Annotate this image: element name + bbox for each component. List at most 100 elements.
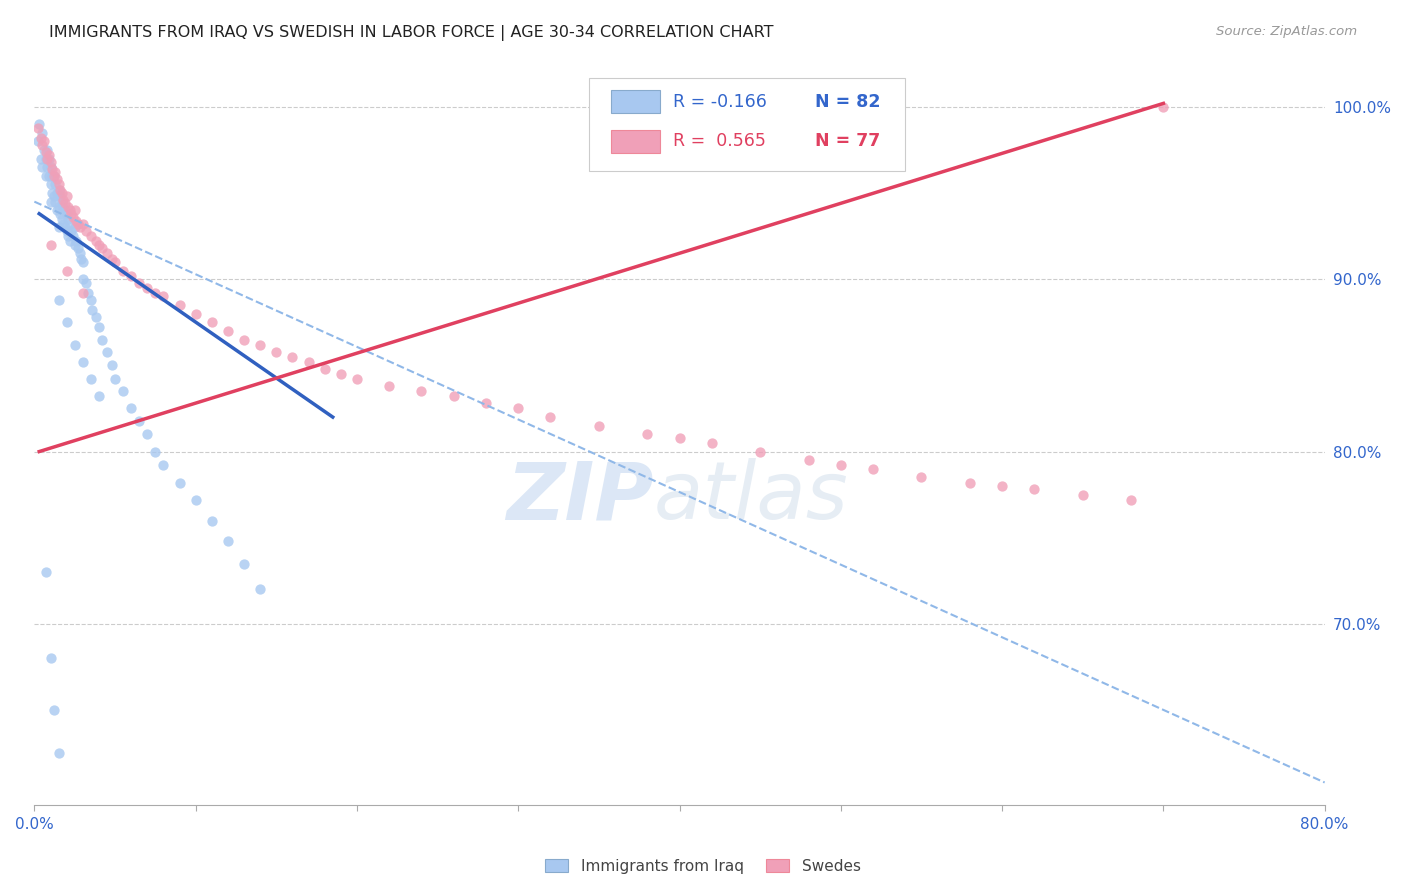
Point [53,196,76,211]
Point [65,213,87,227]
Point [46,203,69,218]
Point [59,203,82,218]
Point [91,241,114,255]
Point [38,148,60,162]
Point [700,436,723,450]
Point [217,324,239,338]
Point [143,444,166,458]
Point [38,152,60,166]
Point [46,186,69,200]
Point [82,303,104,318]
Point [46,172,69,186]
Point [34,565,56,579]
Point [31,137,53,152]
Point [84,310,107,325]
Point [42,189,65,203]
Point [60,224,83,238]
Point [60,207,83,221]
Point [55,207,77,221]
Point [37,160,59,174]
Point [51,194,73,209]
Point [910,470,932,484]
Point [44,178,66,192]
Point [66,217,89,231]
Point [42,169,65,183]
Point [72,272,94,286]
Point [69,246,91,260]
Point [30,152,52,166]
Point [1152,100,1174,114]
Point [128,276,150,290]
Point [28,117,51,131]
Point [63,203,86,218]
Point [31,126,53,140]
Point [75,276,97,290]
Point [87,320,110,334]
Point [39,651,62,665]
Point [540,410,562,425]
Point [101,252,124,266]
Point [297,355,319,369]
Point [75,224,97,238]
Point [63,220,86,235]
Point [52,193,75,207]
Point [136,427,159,442]
Point [329,367,352,381]
Point [862,462,884,476]
Text: N = 77: N = 77 [815,132,880,151]
Text: atlas: atlas [654,458,848,536]
Point [27,134,49,148]
Point [1119,492,1142,507]
Point [51,186,73,200]
Point [41,169,63,183]
Point [41,161,63,176]
Point [72,355,94,369]
Point [58,229,80,244]
Point [44,165,66,179]
Text: Source: ZipAtlas.com: Source: ZipAtlas.com [1216,25,1357,38]
Point [378,379,401,393]
Point [27,120,49,135]
Point [32,143,55,157]
Point [76,285,98,300]
Point [411,384,433,399]
Point [104,372,127,386]
Point [65,235,87,249]
Point [80,229,103,244]
Point [314,361,336,376]
Point [48,293,70,307]
Point [152,289,174,303]
Point [37,152,59,166]
Point [34,169,56,183]
Point [48,746,70,760]
Point [37,143,59,157]
Point [104,255,127,269]
Point [80,372,103,386]
Point [346,372,368,386]
Point [62,210,84,224]
Point [136,281,159,295]
Text: IMMIGRANTS FROM IRAQ VS SWEDISH IN LABOR FORCE | AGE 30-34 CORRELATION CHART: IMMIGRANTS FROM IRAQ VS SWEDISH IN LABOR… [49,25,773,41]
Point [39,194,62,209]
Point [84,235,107,249]
Point [72,255,94,269]
Point [143,285,166,300]
Point [266,344,288,359]
Point [63,237,86,252]
Point [48,183,70,197]
Point [1024,483,1046,497]
Point [53,220,76,235]
Point [249,337,271,351]
Point [217,534,239,549]
Point [42,703,65,717]
Point [120,268,142,283]
Point [49,207,72,221]
Point [120,401,142,416]
Point [44,194,66,209]
FancyBboxPatch shape [589,78,905,171]
Point [49,183,72,197]
Point [184,492,207,507]
Point [48,200,70,214]
Point [249,582,271,597]
Point [96,246,118,260]
